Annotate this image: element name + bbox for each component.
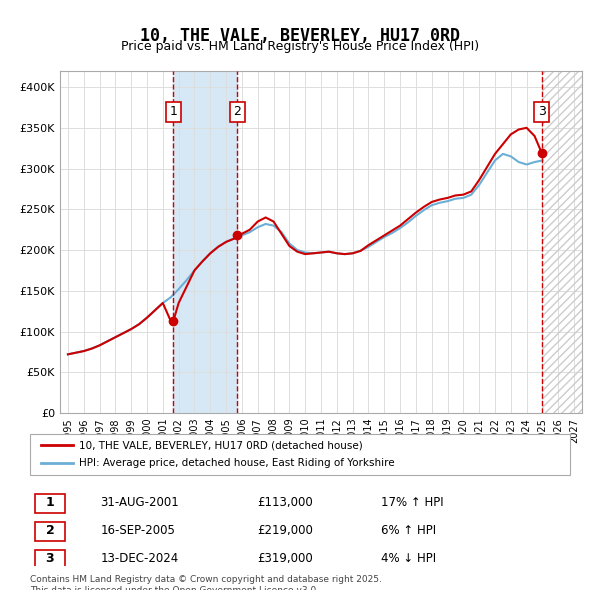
Text: 4% ↓ HPI: 4% ↓ HPI xyxy=(381,552,436,565)
Text: 6% ↑ HPI: 6% ↑ HPI xyxy=(381,524,436,537)
Text: £319,000: £319,000 xyxy=(257,552,313,565)
Text: £219,000: £219,000 xyxy=(257,524,313,537)
Bar xyxy=(173,71,237,413)
Text: 1: 1 xyxy=(46,496,55,509)
Text: 10, THE VALE, BEVERLEY, HU17 0RD: 10, THE VALE, BEVERLEY, HU17 0RD xyxy=(140,27,460,45)
Text: 31-AUG-2001: 31-AUG-2001 xyxy=(100,496,179,509)
Text: 16-SEP-2005: 16-SEP-2005 xyxy=(100,524,175,537)
Text: HPI: Average price, detached house, East Riding of Yorkshire: HPI: Average price, detached house, East… xyxy=(79,458,394,468)
Text: 17% ↑ HPI: 17% ↑ HPI xyxy=(381,496,443,509)
Bar xyxy=(542,71,582,413)
Text: Contains HM Land Registry data © Crown copyright and database right 2025.
This d: Contains HM Land Registry data © Crown c… xyxy=(30,575,382,590)
FancyBboxPatch shape xyxy=(35,522,65,540)
FancyBboxPatch shape xyxy=(35,550,65,569)
Text: 3: 3 xyxy=(538,106,546,119)
Text: 13-DEC-2024: 13-DEC-2024 xyxy=(100,552,178,565)
Text: £113,000: £113,000 xyxy=(257,496,313,509)
Text: 10, THE VALE, BEVERLEY, HU17 0RD (detached house): 10, THE VALE, BEVERLEY, HU17 0RD (detach… xyxy=(79,440,362,450)
Bar xyxy=(542,71,582,413)
Text: 2: 2 xyxy=(46,524,55,537)
Text: 2: 2 xyxy=(233,106,241,119)
FancyBboxPatch shape xyxy=(30,434,570,475)
Text: 1: 1 xyxy=(169,106,178,119)
FancyBboxPatch shape xyxy=(35,494,65,513)
Text: 3: 3 xyxy=(46,552,54,565)
Text: Price paid vs. HM Land Registry's House Price Index (HPI): Price paid vs. HM Land Registry's House … xyxy=(121,40,479,53)
